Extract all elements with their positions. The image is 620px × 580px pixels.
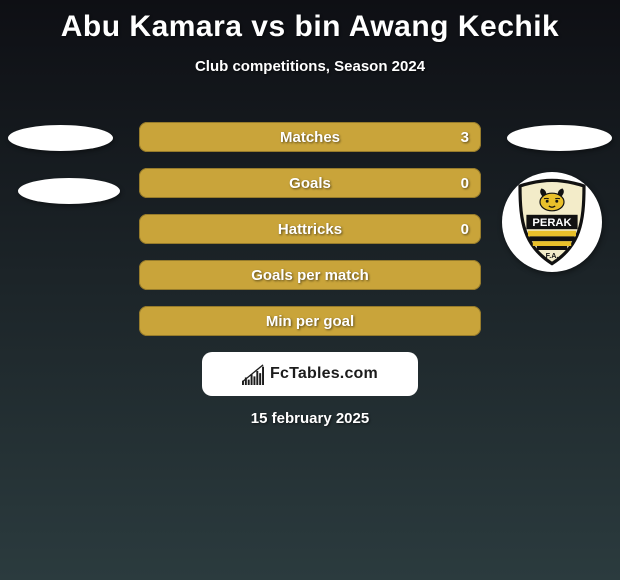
page-title: Abu Kamara vs bin Awang Kechik [0, 0, 620, 44]
bar-chart-icon [242, 363, 264, 385]
watermark-text: FcTables.com [270, 365, 378, 383]
club-badge: PERAK F.A. [502, 172, 602, 272]
stat-bar-row: Matches3 [139, 122, 481, 152]
stat-bar-row: Min per goal [139, 306, 481, 336]
watermark-box: FcTables.com [202, 352, 418, 396]
left-blank-ellipse-2 [18, 178, 120, 204]
stat-bar-value: 0 [461, 214, 469, 244]
infographic-root: Abu Kamara vs bin Awang Kechik Club comp… [0, 0, 620, 580]
stat-bar-row: Hattricks0 [139, 214, 481, 244]
stat-bar-value: 3 [461, 122, 469, 152]
stat-bar-value: 0 [461, 168, 469, 198]
page-subtitle: Club competitions, Season 2024 [0, 58, 620, 75]
stat-bar-label: Goals per match [139, 260, 481, 290]
stat-bar-label: Min per goal [139, 306, 481, 336]
date-text: 15 february 2025 [0, 410, 620, 427]
stat-bars: Matches3Goals0Hattricks0Goals per matchM… [139, 122, 481, 352]
badge-name: PERAK [532, 217, 571, 229]
stat-bar-row: Goals0 [139, 168, 481, 198]
right-blank-ellipse [507, 125, 612, 151]
stat-bar-row: Goals per match [139, 260, 481, 290]
shield-icon: PERAK F.A. [512, 178, 592, 266]
stat-bar-label: Hattricks [139, 214, 481, 244]
left-blank-ellipse-1 [8, 125, 113, 151]
badge-subname: F.A. [546, 251, 559, 260]
stat-bar-label: Goals [139, 168, 481, 198]
stat-bar-label: Matches [139, 122, 481, 152]
